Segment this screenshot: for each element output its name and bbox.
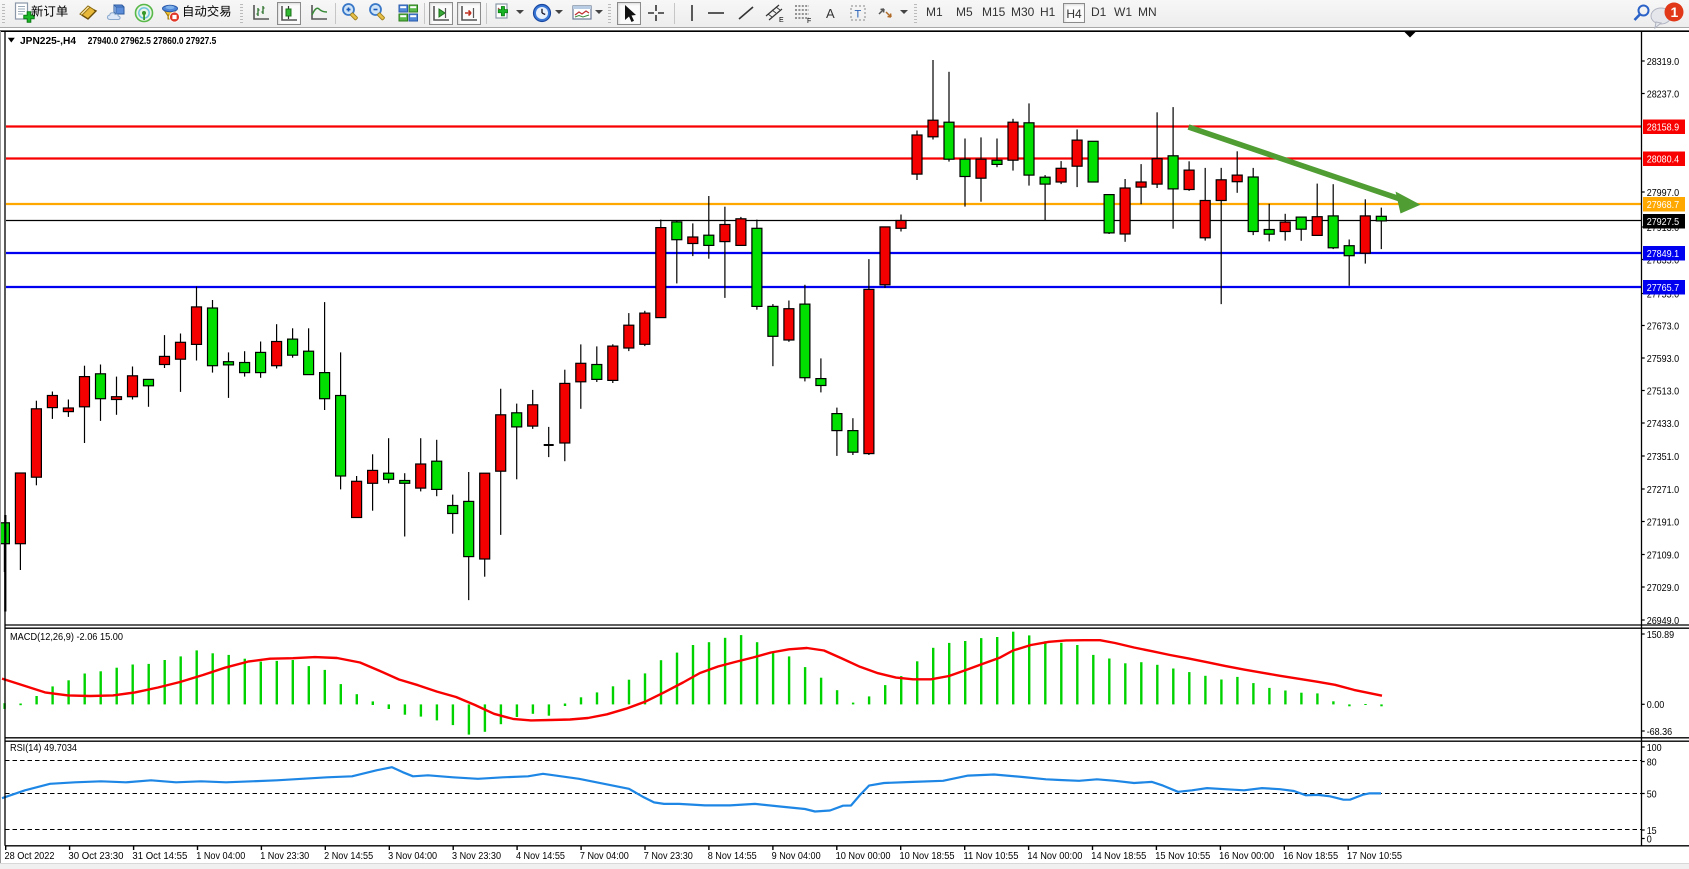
svg-text:E: E	[779, 17, 784, 24]
svg-text:RSI(14) 49.7034: RSI(14) 49.7034	[10, 742, 77, 754]
svg-text:7 Nov 23:30: 7 Nov 23:30	[644, 850, 693, 862]
svg-text:15 Nov 10:55: 15 Nov 10:55	[1155, 850, 1210, 862]
svg-text:A: A	[826, 6, 835, 21]
svg-text:3 Nov 04:00: 3 Nov 04:00	[388, 850, 437, 862]
svg-text:T: T	[855, 9, 862, 21]
svg-text:16 Nov 18:55: 16 Nov 18:55	[1283, 850, 1338, 862]
svg-text:26949.0: 26949.0	[1647, 615, 1680, 627]
svg-text:JPN225-,H4: JPN225-,H4	[20, 35, 76, 47]
svg-text:50: 50	[1647, 788, 1657, 800]
svg-text:27513.0: 27513.0	[1647, 385, 1680, 397]
svg-text:150.89: 150.89	[1647, 629, 1675, 641]
svg-text:27433.0: 27433.0	[1647, 418, 1680, 430]
svg-text:27109.0: 27109.0	[1647, 549, 1680, 561]
svg-text:27673.0: 27673.0	[1647, 320, 1680, 332]
svg-text:27927.5: 27927.5	[1647, 216, 1680, 228]
svg-text:11 Nov 10:55: 11 Nov 10:55	[963, 850, 1018, 862]
svg-text:100: 100	[1647, 742, 1662, 754]
svg-text:28158.9: 28158.9	[1647, 121, 1680, 133]
svg-text:28 Oct 2022: 28 Oct 2022	[5, 850, 55, 862]
svg-text:27997.0: 27997.0	[1647, 187, 1680, 199]
svg-text:14 Nov 18:55: 14 Nov 18:55	[1091, 850, 1146, 862]
svg-text:2 Nov 14:55: 2 Nov 14:55	[324, 850, 373, 862]
svg-text:30 Oct 23:30: 30 Oct 23:30	[68, 850, 123, 862]
svg-text:27968.7: 27968.7	[1647, 199, 1680, 211]
svg-text:15: 15	[1647, 825, 1657, 837]
svg-text:9 Nov 04:00: 9 Nov 04:00	[772, 850, 821, 862]
svg-text:27940.0 27962.5 27860.0 27927.: 27940.0 27962.5 27860.0 27927.5	[88, 35, 217, 47]
svg-text:27029.0: 27029.0	[1647, 582, 1680, 594]
svg-text:F: F	[807, 18, 811, 24]
svg-text:8 Nov 14:55: 8 Nov 14:55	[708, 850, 757, 862]
svg-text:16 Nov 00:00: 16 Nov 00:00	[1219, 850, 1274, 862]
svg-text:17 Nov 10:55: 17 Nov 10:55	[1347, 850, 1402, 862]
svg-text:27849.1: 27849.1	[1647, 248, 1680, 260]
svg-text:80: 80	[1647, 756, 1657, 768]
svg-text:0: 0	[1647, 833, 1652, 845]
svg-text:10 Nov 18:55: 10 Nov 18:55	[900, 850, 955, 862]
svg-text:31 Oct 14:55: 31 Oct 14:55	[132, 850, 187, 862]
svg-text:14 Nov 00:00: 14 Nov 00:00	[1027, 850, 1082, 862]
svg-text:4 Nov 14:55: 4 Nov 14:55	[516, 850, 565, 862]
svg-text:27765.7: 27765.7	[1647, 282, 1680, 294]
svg-text:27191.0: 27191.0	[1647, 516, 1680, 528]
svg-text:27593.0: 27593.0	[1647, 353, 1680, 365]
svg-text:27271.0: 27271.0	[1647, 484, 1680, 496]
svg-text:27351.0: 27351.0	[1647, 451, 1680, 463]
svg-text:1 Nov 04:00: 1 Nov 04:00	[196, 850, 245, 862]
svg-text:0.00: 0.00	[1647, 699, 1665, 711]
svg-text:28319.0: 28319.0	[1647, 56, 1680, 68]
svg-text:-68.36: -68.36	[1647, 726, 1673, 738]
svg-text:1 Nov 23:30: 1 Nov 23:30	[260, 850, 309, 862]
svg-text:7 Nov 04:00: 7 Nov 04:00	[580, 850, 629, 862]
svg-text:10 Nov 00:00: 10 Nov 00:00	[836, 850, 891, 862]
svg-text:1: 1	[1671, 4, 1679, 20]
svg-text:3 Nov 23:30: 3 Nov 23:30	[452, 850, 501, 862]
svg-text:28237.0: 28237.0	[1647, 88, 1680, 100]
svg-text:28080.4: 28080.4	[1647, 153, 1680, 165]
svg-text:MACD(12,26,9) -2.06 15.00: MACD(12,26,9) -2.06 15.00	[10, 631, 123, 643]
